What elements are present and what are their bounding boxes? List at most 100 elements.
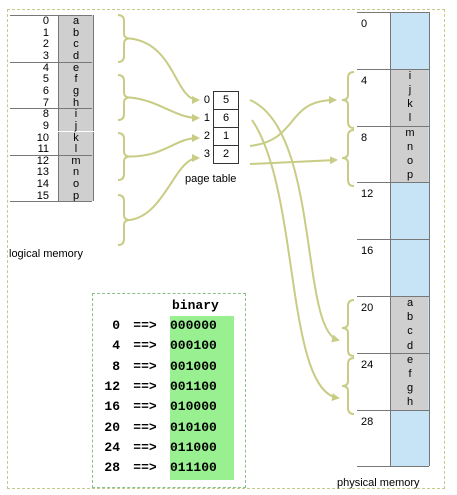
page1-arrow <box>129 96 200 122</box>
physical-cell: g <box>406 382 414 395</box>
binary-row: 16 ==> 010000 <box>96 399 216 415</box>
logical-address: 3 <box>42 49 49 62</box>
physical-cell: i <box>408 69 412 82</box>
logical-address: 0 <box>42 15 49 27</box>
binary-row: 20 ==> 010100 <box>96 419 216 435</box>
logical-address: 12 <box>36 154 49 167</box>
logical-cell: j <box>58 119 94 132</box>
binary-row-decimal: 4 <box>112 338 120 354</box>
binary-row-decimal: 20 <box>104 419 120 435</box>
logical-cell: k <box>58 131 94 143</box>
used-frame <box>391 68 428 126</box>
physical-cell: a <box>406 297 414 309</box>
physical-cell: p <box>406 169 414 182</box>
binary-row-arrow: ==> <box>133 378 157 394</box>
physical-cell: b <box>406 311 414 324</box>
logical-address: 1 <box>42 26 49 39</box>
physical-cell: k <box>407 98 413 111</box>
frame-address: 20 <box>361 302 374 314</box>
page-boundary <box>10 108 92 110</box>
page2-arrow <box>129 134 200 158</box>
logical-cell: m <box>58 154 94 167</box>
physical-cell: c <box>407 325 413 338</box>
frame-address: 16 <box>361 245 374 258</box>
frame-address: 0 <box>361 18 368 30</box>
binary-row-value: 011000 <box>170 439 217 455</box>
binary-row-value: 000000 <box>170 318 217 333</box>
logical-cell: c <box>58 38 94 50</box>
frame5-brace <box>341 299 355 357</box>
logical-address: 15 <box>36 189 49 202</box>
binary-row-decimal: 8 <box>112 358 120 374</box>
used-frame <box>391 296 428 353</box>
binary-row-arrow: ==> <box>133 358 157 374</box>
page-boundary <box>10 201 92 203</box>
logical-address: 5 <box>42 73 49 86</box>
page-table-index: 1 <box>203 112 210 124</box>
logical-page-brace <box>117 74 131 121</box>
binary-row-value: 001000 <box>170 358 217 374</box>
diagram-frame <box>7 9 445 489</box>
frame-boundary <box>357 12 429 13</box>
logical-address: 10 <box>36 131 49 144</box>
page-table-index: 3 <box>203 148 210 160</box>
logical-page-brace <box>117 14 131 63</box>
physical-cell: e <box>406 353 414 366</box>
frame-boundary <box>357 466 429 468</box>
binary-row: 28 ==> 011100 <box>96 460 217 476</box>
binary-row: 24 ==> 011000 <box>96 439 217 455</box>
physical-cell: n <box>406 140 414 153</box>
frame-address: 28 <box>361 415 374 428</box>
page-table-index: 2 <box>203 130 210 142</box>
page-table-frame: 2 <box>213 145 239 164</box>
frame-boundary <box>357 296 429 297</box>
binary-row-value: 000100 <box>170 338 217 354</box>
frame6-brace <box>341 357 355 415</box>
logical-address: 8 <box>42 108 49 121</box>
physical-cell: l <box>408 112 412 125</box>
frame-boundary <box>357 409 429 411</box>
used-frame <box>391 352 428 410</box>
frame-boundary <box>357 352 429 354</box>
logical-cell: f <box>58 73 94 85</box>
binary-row: 4 ==> 000100 <box>96 338 217 353</box>
logical-cell: n <box>58 166 94 178</box>
binary-row-arrow: ==> <box>133 338 157 354</box>
frame-boundary <box>357 125 429 127</box>
logical-cell: i <box>58 108 94 120</box>
logical-address: 6 <box>42 84 49 97</box>
binary-row-decimal: 16 <box>104 399 120 415</box>
logical-address: 4 <box>42 61 49 74</box>
logical-cell: e <box>58 61 94 73</box>
logical-address: 2 <box>42 38 49 51</box>
physical-cell: f <box>408 368 412 380</box>
physical-cell: m <box>405 126 415 139</box>
logical-memory-caption: logical memory <box>9 248 83 260</box>
binary-row-decimal: 24 <box>104 439 120 455</box>
frame-boundary <box>357 239 429 241</box>
logical-cell: h <box>58 96 94 108</box>
binary-row-decimal: 0 <box>112 318 120 333</box>
logical-address: 9 <box>42 119 49 132</box>
binary-row-arrow: ==> <box>133 399 157 415</box>
logical-cell: p <box>58 189 94 202</box>
frame-address: 24 <box>361 358 374 371</box>
logical-cell: l <box>58 143 94 155</box>
page-table-caption: page table <box>185 173 237 185</box>
frame-boundary <box>357 182 429 184</box>
logical-cell: d <box>58 49 94 62</box>
binary-row-arrow: ==> <box>133 460 157 476</box>
binary-row-arrow: ==> <box>133 419 157 435</box>
binary-row: 8 ==> 001000 <box>96 359 217 374</box>
binary-row-decimal: 12 <box>104 378 120 394</box>
binary-highlight <box>170 316 234 480</box>
frame-address: 4 <box>361 74 368 87</box>
frame2-brace <box>341 129 355 187</box>
binary-header: binary <box>172 298 219 313</box>
logical-cell: o <box>58 178 94 190</box>
binary-row-value: 011100 <box>170 460 217 476</box>
physical-cell: h <box>406 396 414 409</box>
logical-cell: b <box>58 26 94 38</box>
binary-row: 0 ==> 000000 <box>96 318 217 333</box>
